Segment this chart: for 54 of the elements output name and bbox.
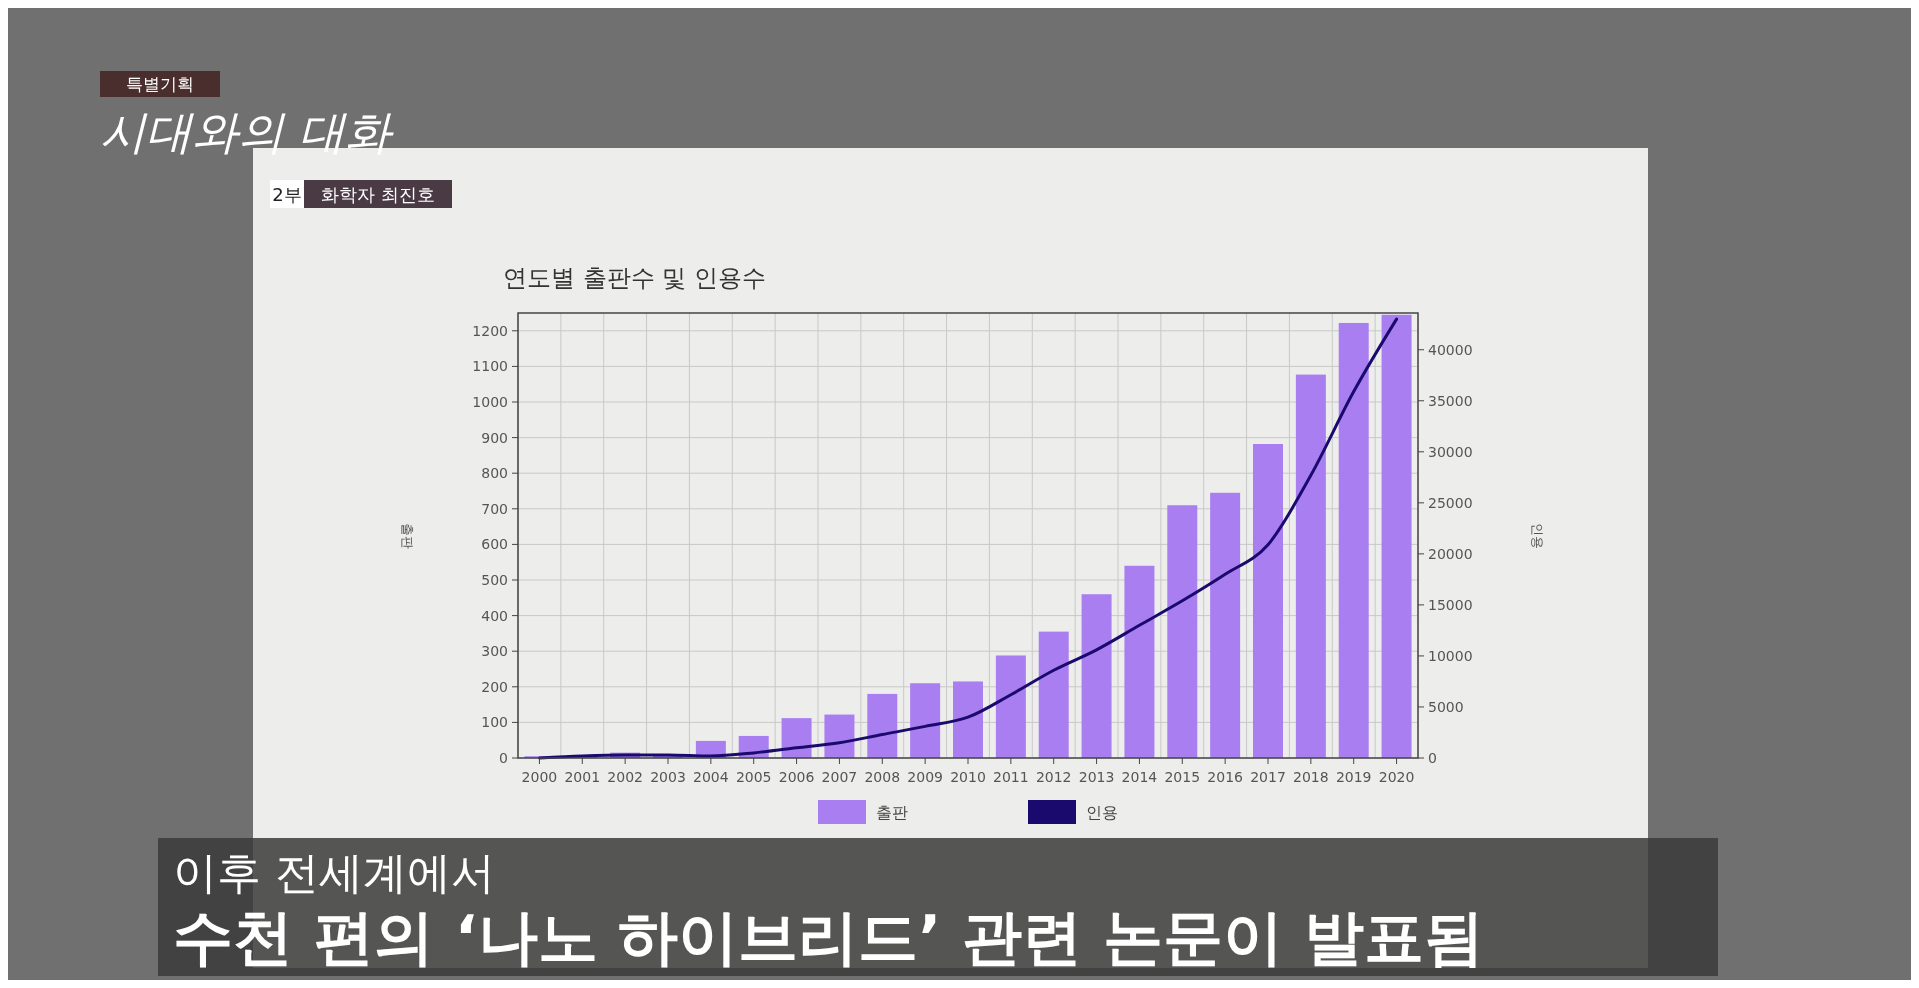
chart-title: 연도별 출판수 및 인용수 (503, 264, 766, 292)
x-tick-label: 2018 (1293, 769, 1329, 785)
y2-tick-label: 25000 (1428, 494, 1473, 511)
y2-axis-title: 인용 (1530, 522, 1545, 549)
text: 특별기획 (126, 74, 194, 94)
y2-tick-label: 20000 (1428, 545, 1473, 562)
text: 시대와의 대화 (100, 105, 394, 159)
x-tick-label: 2019 (1335, 769, 1372, 785)
y-tick-label: 500 (481, 571, 508, 588)
x-tick-label: 2016 (1207, 769, 1244, 785)
x-tick-label: 2017 (1250, 769, 1286, 785)
x-tick-label: 2000 (521, 769, 558, 785)
x-tick-label: 2012 (1035, 769, 1072, 785)
y-axis-title: 출판 (400, 522, 415, 549)
x-tick-label: 2003 (650, 769, 686, 785)
y2-tick-label: 30000 (1428, 443, 1473, 460)
y2-tick-label: 40000 (1428, 341, 1473, 358)
y2-tick-label: 15000 (1428, 596, 1473, 613)
x-tick-label: 2010 (950, 769, 986, 785)
x-tick-label: 2004 (693, 769, 729, 785)
y2-tick-label: 35000 (1428, 392, 1473, 409)
x-tick-label: 2006 (778, 769, 815, 785)
y-tick-label: 900 (481, 429, 508, 446)
x-tick-label: 2001 (564, 769, 601, 785)
y-tick-label: 1000 (472, 393, 508, 410)
y2-tick-label: 10000 (1428, 647, 1473, 664)
y-tick-label: 700 (481, 500, 508, 517)
legend-label: 출판 (876, 802, 908, 822)
x-tick-label: 2013 (1078, 769, 1115, 785)
x-tick-label: 2015 (1164, 769, 1201, 785)
y2-tick-label: 0 (1428, 749, 1437, 766)
text: 이후 전세계에서 (173, 847, 495, 898)
x-tick-label: 2009 (907, 769, 943, 785)
y-tick-label: 0 (499, 749, 508, 766)
text: 2부 (272, 184, 302, 205)
x-tick-label: 2014 (1121, 769, 1158, 785)
x-tick-label: 2005 (735, 769, 772, 785)
y-tick-label: 600 (481, 536, 508, 553)
y-tick-label: 1100 (472, 358, 508, 375)
y-tick-label: 200 (481, 678, 508, 695)
text: 화학자 최진호 (321, 184, 435, 205)
y-tick-label: 400 (481, 607, 508, 624)
x-tick-label: 2008 (864, 769, 901, 785)
y-tick-label: 300 (481, 643, 508, 660)
x-tick-label: 2007 (821, 769, 858, 785)
legend-label: 인용 (1086, 802, 1118, 822)
y-tick-label: 800 (481, 465, 508, 482)
y-tick-label: 1200 (472, 322, 508, 339)
x-tick-label: 2011 (993, 769, 1029, 785)
y2-tick-label: 5000 (1428, 698, 1464, 715)
y-tick-label: 100 (481, 714, 508, 731)
x-tick-label: 2002 (607, 769, 643, 785)
x-tick-label: 2020 (1378, 769, 1415, 785)
text: 수천 편의 ‘나노 하이브리드’ 관련 논문이 발표됨 (173, 902, 1484, 972)
